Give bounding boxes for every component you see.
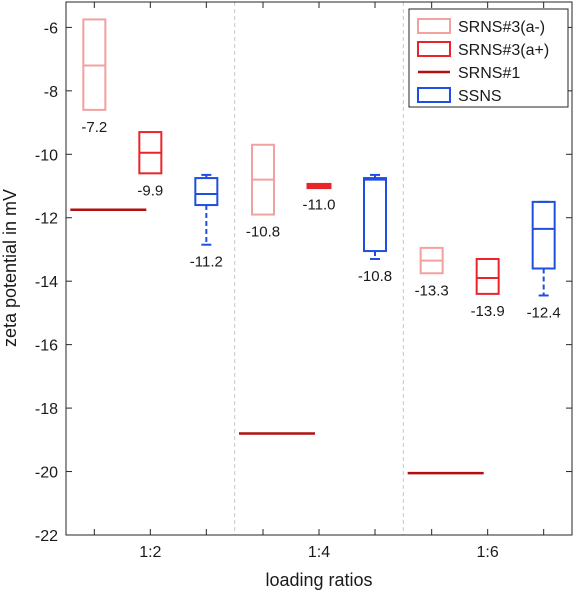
grid-layer (234, 2, 404, 535)
y-tick-label: -18 (35, 401, 58, 418)
box-ssns (194, 177, 219, 207)
axis-layer: -6 -8 -10 -12 -14 -16 -18 -20 -22 1:2 1:4 1:6 (35, 2, 572, 561)
legend-label-ssns: SSNS (458, 88, 502, 105)
data-label-srns-3-a-: -13.9 (471, 303, 505, 320)
data-label-layer: -7.2 -10.8 -13.3 -9.9 -11.0 -13.9 -11.2 -10.8 -1… (81, 119, 560, 322)
legend-box (408, 8, 569, 108)
legend: SRNS#3(a-) SRNS#3(a+) SRNS#1 SSNS (408, 8, 569, 108)
data-label-srns-3-a-: -13.3 (415, 282, 449, 299)
box-ssns (531, 200, 556, 270)
y-tick-label: -14 (35, 274, 58, 291)
data-label-srns-3-a-: -10.8 (246, 224, 280, 241)
data-label-srns-3-a-: -7.2 (81, 119, 107, 136)
box-ssns (363, 177, 387, 253)
y-tick-label: -8 (44, 84, 58, 101)
y-tick-label: -10 (35, 147, 58, 164)
box-srns-3-a- (475, 257, 500, 295)
legend-label-srns-3-a-: SRNS#3(a+) (458, 42, 549, 59)
y-axis-label: zeta potential in mV (0, 189, 20, 347)
data-label-ssns: -12.4 (527, 304, 561, 321)
legend-label-srns-3-a-: SRNS#3(a-) (458, 19, 545, 36)
y-tick-label: -20 (35, 465, 58, 482)
data-label-ssns: -10.8 (358, 268, 392, 285)
data-label-srns-3-a-: -11.0 (302, 197, 335, 214)
legend-swatch-ssns (417, 87, 451, 103)
legend-swatch-srns-3-a- (417, 18, 451, 34)
x-axis-label: loading ratios (265, 570, 372, 590)
legend-swatch-srns-3-a- (417, 41, 451, 57)
x-tick-label: 1:2 (139, 544, 161, 561)
y-tick-label: -6 (44, 20, 58, 37)
data-label-srns-3-a-: -9.9 (137, 182, 163, 199)
legend-label-srns-1: SRNS#1 (458, 65, 520, 82)
y-tick-label: -16 (35, 338, 58, 355)
x-tick-label: 1:6 (477, 544, 499, 561)
series-layer (70, 18, 556, 475)
y-tick-label: -22 (35, 528, 58, 545)
data-label-ssns: -11.2 (190, 254, 223, 271)
y-tick-label: -12 (35, 211, 58, 228)
x-tick-label: 1:4 (308, 544, 330, 561)
